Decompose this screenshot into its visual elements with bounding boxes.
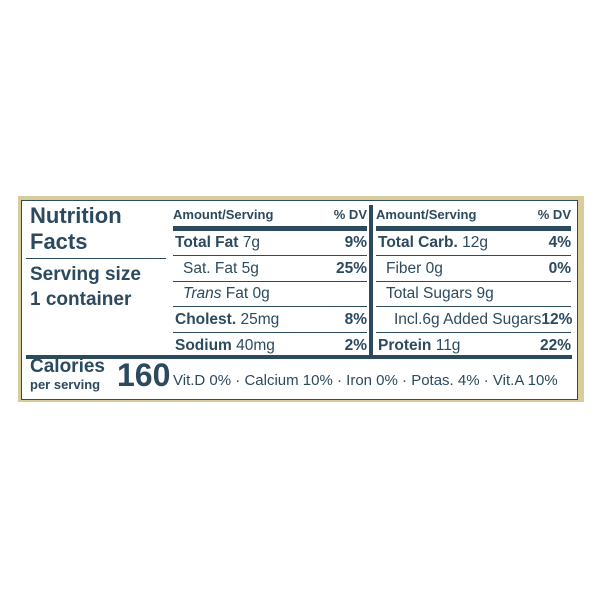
label-box bbox=[21, 200, 578, 400]
nutrient-amount: 5g bbox=[241, 259, 259, 277]
nutrient: Cholest. 25mg bbox=[173, 311, 279, 329]
nutrient-amount: 11g bbox=[435, 336, 461, 354]
nutrient-italic: Trans bbox=[183, 285, 222, 303]
column-header: Amount/Serving % DV bbox=[376, 202, 571, 227]
divider bbox=[26, 258, 166, 259]
nutrient-dv: 25% bbox=[335, 259, 367, 277]
nutrient-amount: 9g bbox=[476, 285, 494, 303]
nutrient-name: Total Fat bbox=[175, 234, 239, 251]
nutrient: Sodium 40mg bbox=[173, 337, 275, 355]
separator: · bbox=[483, 372, 489, 389]
header-dv: % DV bbox=[537, 207, 571, 222]
nutrient-amount: 7g bbox=[242, 234, 260, 251]
nutrient: Total Fat 7g bbox=[173, 234, 260, 252]
thick-divider bbox=[26, 355, 572, 359]
nutrient-row: Incl.6g Added Sugars 12% bbox=[376, 308, 573, 333]
nutrient-amount: 40mg bbox=[236, 336, 275, 354]
nutrient-name: Cholest. bbox=[175, 310, 237, 328]
nutrient: Fiber 0g bbox=[376, 260, 443, 278]
nutrient-amount: 25mg bbox=[240, 310, 280, 328]
nutrient-row: Total Sugars 9g bbox=[376, 282, 571, 308]
nutrient-name: Fiber bbox=[386, 259, 422, 277]
calories-value: 160 bbox=[117, 357, 171, 393]
nutrient-row: Total Carb. 12g 4% bbox=[376, 231, 571, 256]
nutrient-dv: 12% bbox=[541, 310, 573, 328]
nutrient-row: Fiber 0g 0% bbox=[376, 257, 571, 282]
column-header: Amount/Serving % DV bbox=[173, 202, 367, 227]
nutrient-name: Total Sugars bbox=[386, 285, 473, 303]
separator: · bbox=[402, 372, 408, 389]
nutrient-row: Trans Fat 0g bbox=[173, 282, 367, 308]
vitamin: Vit.D 0% bbox=[173, 372, 232, 389]
separator: · bbox=[235, 372, 241, 389]
nutrient-row: Total Fat 7g 9% bbox=[173, 231, 367, 256]
nutrient-row: Sodium 40mg 2% bbox=[173, 333, 367, 358]
vitamin: Vit.A 10% bbox=[492, 372, 558, 389]
nutrient-dv: 0% bbox=[548, 259, 571, 277]
nutrient-dv: 2% bbox=[344, 336, 367, 354]
separator: · bbox=[336, 372, 342, 389]
nutrient-name: Protein bbox=[378, 336, 432, 354]
column-divider bbox=[369, 205, 373, 355]
serving-size: 1 container bbox=[30, 289, 132, 310]
nutrient-row: Cholest. 25mg 8% bbox=[173, 308, 367, 333]
calories-label: Calories bbox=[30, 356, 105, 377]
nutrient: Total Carb. 12g bbox=[376, 234, 488, 252]
nutrient-row: Protein 11g 22% bbox=[376, 333, 571, 358]
serving-size-label: Serving size bbox=[30, 264, 141, 285]
nutrient-name: Sodium bbox=[175, 336, 232, 354]
calories-sub: per serving bbox=[30, 377, 101, 392]
header-amount: Amount/Serving bbox=[173, 207, 274, 222]
nutrient-amount: 0g bbox=[252, 285, 270, 303]
header-dv: % DV bbox=[333, 207, 367, 222]
nutrient: Incl.6g Added Sugars bbox=[376, 311, 541, 329]
nutrient-name: Fat bbox=[225, 285, 249, 303]
nutrient-amount: 12g bbox=[462, 234, 488, 251]
nutrient: Trans Fat 0g bbox=[173, 285, 270, 303]
title: Nutrition Facts bbox=[30, 203, 122, 254]
nutrient: Sat. Fat 5g bbox=[173, 260, 259, 278]
nutrient-dv: 8% bbox=[344, 310, 367, 328]
nutrient-amount: 0g bbox=[425, 259, 443, 277]
vitamin: Calcium 10% bbox=[244, 372, 333, 389]
thick-divider bbox=[376, 226, 571, 231]
nutrient-name: Total Carb. bbox=[378, 234, 458, 251]
nutrient: Protein 11g bbox=[376, 337, 460, 355]
vitamin: Iron 0% bbox=[346, 372, 398, 389]
header-amount: Amount/Serving bbox=[376, 207, 477, 222]
nutrient-row: Sat. Fat 5g 25% bbox=[173, 257, 367, 282]
nutrient: Total Sugars 9g bbox=[376, 285, 494, 303]
vitamins: Vit.D 0% · Calcium 10% · Iron 0% · Potas… bbox=[173, 372, 558, 389]
nutrient-dv: 22% bbox=[539, 336, 571, 354]
vitamin: Potas. 4% bbox=[411, 372, 480, 389]
thick-divider bbox=[173, 226, 367, 231]
nutrient-name: Sat. Fat bbox=[183, 259, 238, 277]
nutrient-dv: 4% bbox=[548, 234, 571, 251]
nutrient-name: Incl.6g Added Sugars bbox=[394, 310, 542, 328]
nutrient-dv: 9% bbox=[344, 234, 367, 251]
